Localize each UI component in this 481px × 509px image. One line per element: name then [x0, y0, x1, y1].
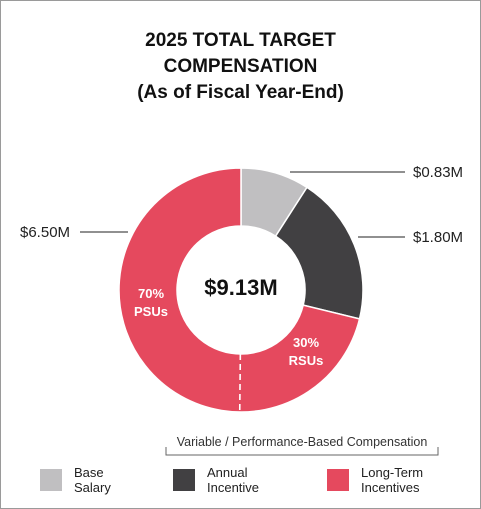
legend-annual-incentive: Annual Incentive	[173, 465, 259, 495]
legend-label-lti: Long-Term Incentives	[361, 465, 424, 495]
legend-swatch-annual	[173, 469, 195, 491]
psu-percent-label: 70%	[138, 286, 164, 301]
bracket-line	[165, 447, 439, 456]
value-label-base: $0.83M	[413, 164, 463, 181]
legend-label-annual: Annual Incentive	[207, 465, 260, 495]
rsu-name-label: RSUs	[289, 353, 324, 368]
center-total: $9.13M	[204, 275, 277, 300]
bracket-label: Variable / Performance-Based Compensatio…	[177, 435, 428, 449]
title-line-2: COMPENSATION	[163, 56, 318, 77]
slice-annual-incentive	[274, 186, 364, 320]
rsu-percent-label: 30%	[293, 335, 319, 350]
value-label-annual: $1.80M	[413, 229, 463, 246]
psu-name-label: PSUs	[134, 304, 168, 319]
value-label-lti: $6.50M	[20, 224, 70, 241]
slice-long-term-incentives	[118, 167, 361, 413]
title-line-1: 2025 TOTAL TARGET	[145, 30, 336, 51]
legend-swatch-base	[40, 469, 62, 491]
legend-base-salary: Base Salary	[40, 465, 111, 495]
title-line-3: (As of Fiscal Year-End)	[137, 82, 344, 103]
chart-title: 2025 TOTAL TARGET COMPENSATION (As of Fi…	[0, 28, 481, 106]
legend-label-base: Base Salary	[74, 465, 111, 495]
legend-long-term-incentives: Long-Term Incentives	[327, 465, 423, 495]
legend-swatch-lti	[327, 469, 349, 491]
